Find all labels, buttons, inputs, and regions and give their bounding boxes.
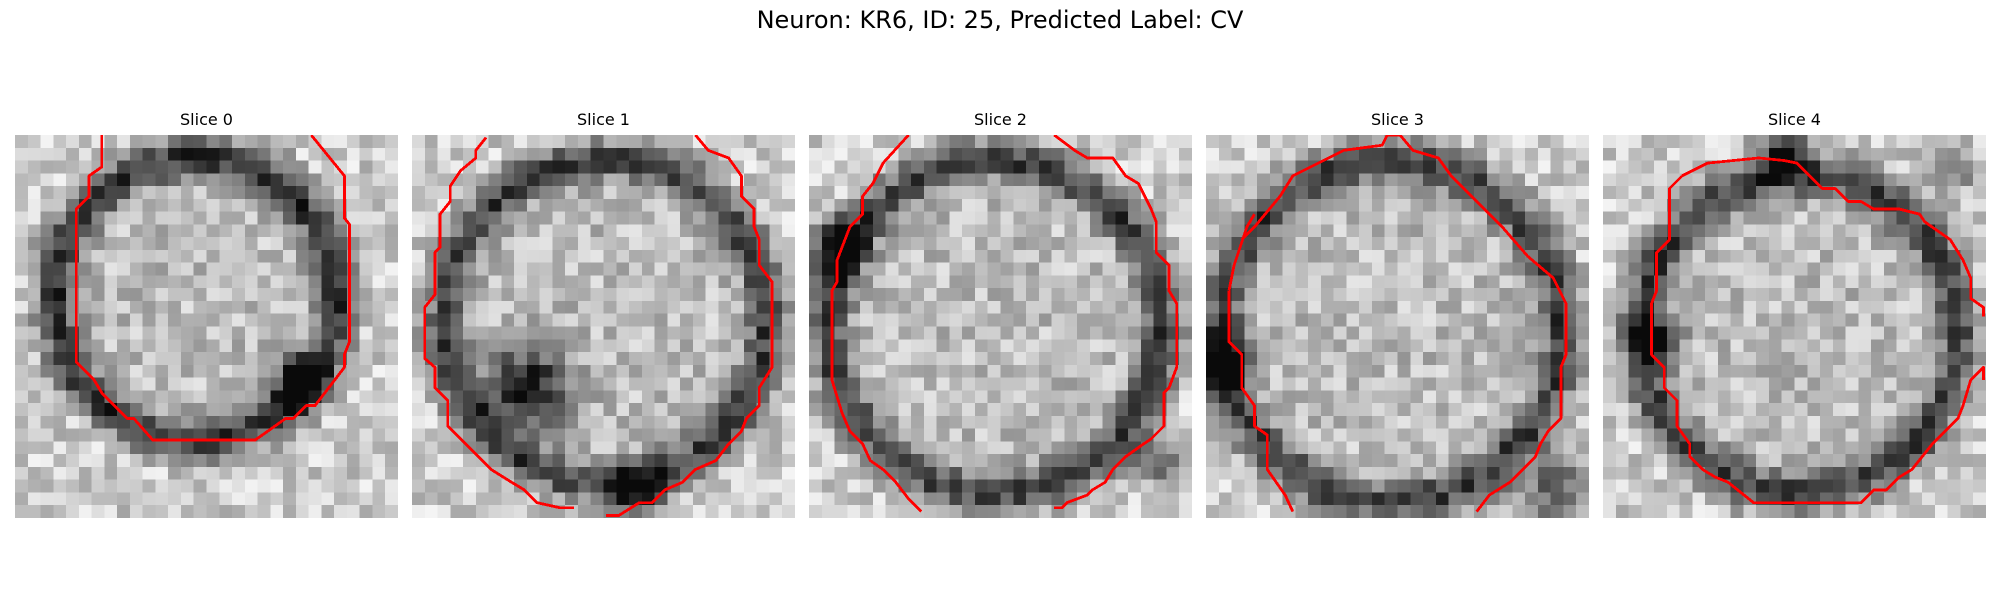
contour-outline [1227, 290, 1295, 513]
pixel-grid [809, 135, 1192, 518]
slice-image [809, 135, 1192, 518]
contour-outline [1053, 135, 1179, 510]
slice-title: Slice 4 [1768, 110, 1821, 129]
slice-title: Slice 1 [577, 110, 630, 129]
slice-panel-4: Slice 4 [1603, 0, 1986, 600]
pixel-grid [1603, 135, 1986, 518]
pixel-grid [412, 135, 795, 518]
slice-panel-3: Slice 3 [1206, 0, 1589, 600]
slice-title: Slice 3 [1371, 110, 1424, 129]
slice-image [15, 135, 398, 518]
slice-title: Slice 0 [180, 110, 233, 129]
contour-outline [423, 136, 575, 510]
slice-panel-0: Slice 0 [15, 0, 398, 600]
figure-title: Neuron: KR6, ID: 25, Predicted Label: CV [756, 6, 1244, 34]
slice-panel-1: Slice 1 [412, 0, 795, 600]
contour-outline [1227, 135, 1568, 513]
contour-outline [1681, 156, 1985, 317]
contour-outline [830, 135, 923, 513]
slice-panel-2: Slice 2 [809, 0, 1192, 600]
pixel-grid [15, 135, 398, 518]
slice-title: Slice 2 [974, 110, 1027, 129]
contour-outline [606, 135, 774, 517]
slice-image [1206, 135, 1589, 518]
slice-image [412, 135, 795, 518]
slice-image [1603, 135, 1986, 518]
contour-outline [1650, 174, 1985, 505]
contour-outline [74, 135, 351, 442]
